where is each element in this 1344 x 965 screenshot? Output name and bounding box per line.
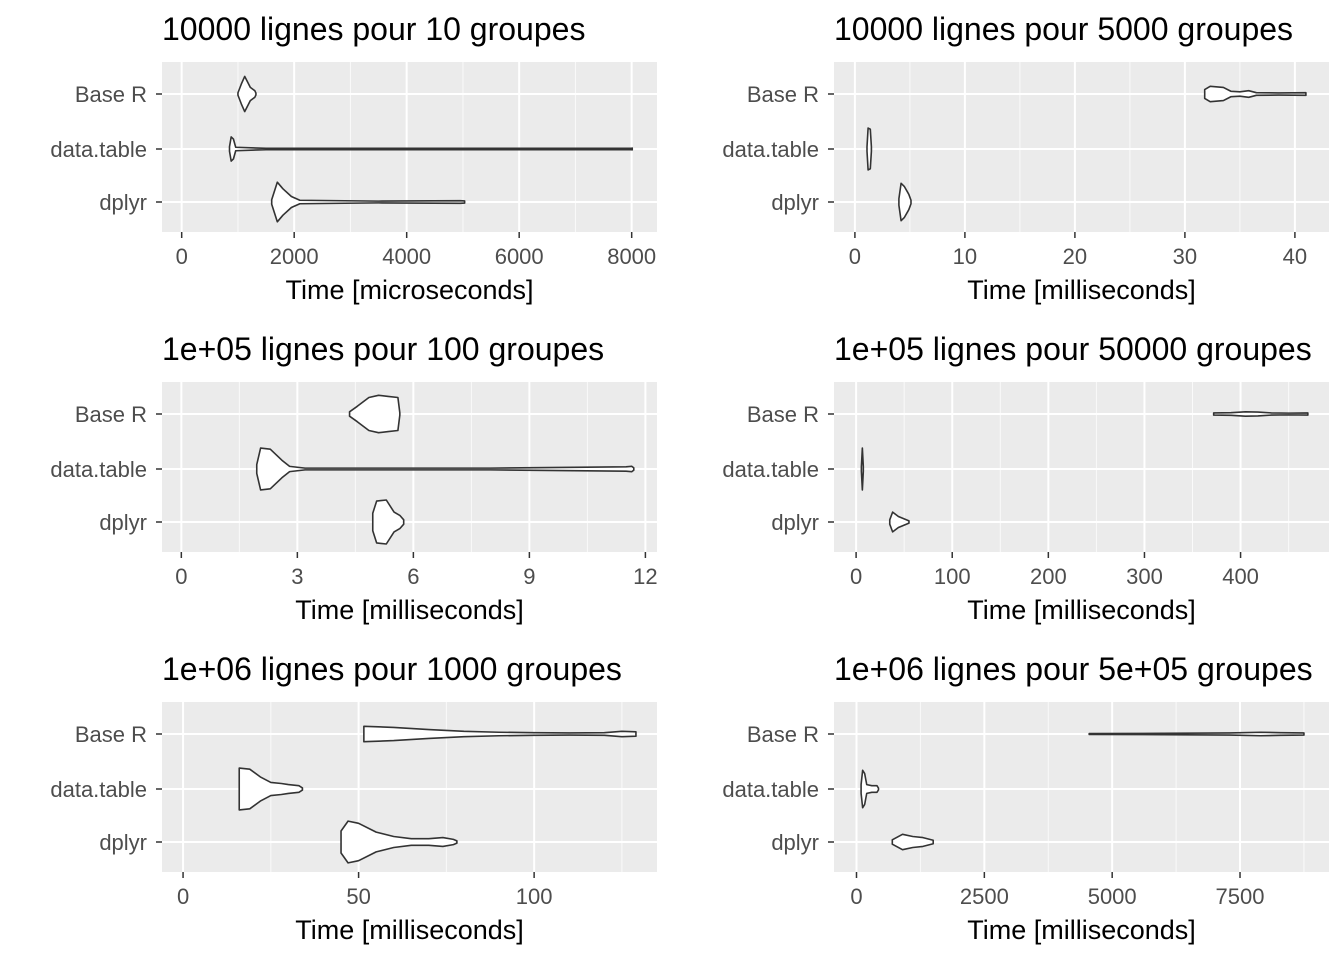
violin-data-table (860, 769, 880, 809)
chart-panel-2: 10000 lignes pour 5000 groupes Base R data… (722, 11, 1329, 305)
x-tick-label: 0 (850, 564, 862, 589)
x-tick-label: 300 (1126, 564, 1163, 589)
x-tick-label: 400 (1222, 564, 1259, 589)
y-tick-label: Base R (75, 722, 147, 747)
y-tick-label: Base R (75, 82, 147, 107)
chart-panel-6: 1e+06 lignes pour 5e+05 groupes Base R dat… (722, 651, 1329, 945)
x-tick-label: 100 (516, 884, 553, 909)
x-tick-label: 30 (1173, 244, 1197, 269)
x-tick-label: 2000 (270, 244, 319, 269)
x-tick-label: 9 (523, 564, 535, 589)
violin-dplyr (888, 511, 910, 533)
violin-data-table (238, 767, 304, 811)
y-tick-label: dplyr (771, 510, 819, 535)
y-tick-label: Base R (747, 82, 819, 107)
plot-panel (162, 702, 657, 872)
x-tick-label: 0 (850, 884, 862, 909)
plot-panel (834, 382, 1329, 552)
x-tick-label: 0 (849, 244, 861, 269)
violin-base-r (1203, 85, 1307, 103)
x-axis-title: Time [milliseconds] (295, 915, 524, 945)
violin-base-r (348, 394, 401, 434)
x-tick-label: 10 (953, 244, 977, 269)
violin-dplyr (270, 181, 466, 223)
x-tick-label: 200 (1030, 564, 1067, 589)
y-tick-label: data.table (50, 137, 147, 162)
x-axis-title: Time [milliseconds] (967, 275, 1196, 305)
y-tick-label: dplyr (99, 510, 147, 535)
x-tick-label: 0 (177, 884, 189, 909)
violin-dplyr (891, 833, 934, 851)
x-tick-label: 6000 (495, 244, 544, 269)
y-tick-label: data.table (50, 457, 147, 482)
violin-data-table (866, 127, 873, 171)
x-axis-title: Time [milliseconds] (295, 595, 524, 625)
x-tick-label: 6 (407, 564, 419, 589)
x-axis-title: Time [milliseconds] (967, 915, 1196, 945)
x-tick-label: 2500 (960, 884, 1009, 909)
chart-panel-3: 1e+05 lignes pour 100 groupes Base R data.… (50, 331, 657, 625)
violin-dplyr (898, 182, 912, 222)
y-tick-label: dplyr (99, 830, 147, 855)
x-tick-label: 5000 (1088, 884, 1137, 909)
x-tick-label: 20 (1063, 244, 1087, 269)
chart-title: 10000 lignes pour 5000 groupes (834, 11, 1293, 47)
violin-base-r (1212, 411, 1309, 417)
chart-panel-5: 1e+06 lignes pour 1000 groupes Base R data… (50, 651, 657, 945)
chart-title: 1e+06 lignes pour 1000 groupes (162, 651, 622, 687)
y-tick-label: data.table (722, 457, 819, 482)
chart-title: 1e+05 lignes pour 100 groupes (162, 331, 604, 367)
x-tick-label: 8000 (607, 244, 656, 269)
violin-data-table (228, 136, 634, 162)
chart-title: 10000 lignes pour 10 groupes (162, 11, 585, 47)
y-tick-label: Base R (747, 402, 819, 427)
x-tick-label: 12 (633, 564, 657, 589)
x-tick-label: 40 (1283, 244, 1307, 269)
x-tick-label: 3 (291, 564, 303, 589)
x-tick-label: 100 (934, 564, 971, 589)
y-tick-label: dplyr (771, 190, 819, 215)
y-tick-label: Base R (75, 402, 147, 427)
x-tick-label: 0 (175, 564, 187, 589)
violin-data-table (255, 447, 635, 491)
y-tick-label: data.table (722, 137, 819, 162)
y-tick-label: dplyr (771, 830, 819, 855)
x-axis-title: Time [milliseconds] (967, 595, 1196, 625)
x-tick-label: 50 (346, 884, 370, 909)
violin-base-r (237, 75, 257, 113)
violin-dplyr (371, 499, 405, 545)
y-tick-label: Base R (747, 722, 819, 747)
y-tick-label: dplyr (99, 190, 147, 215)
y-tick-label: data.table (50, 777, 147, 802)
chart-panel-4: 1e+05 lignes pour 50000 groupes Base R dat… (722, 331, 1329, 625)
violin-base-r (1088, 731, 1305, 737)
violin-data-table (860, 447, 865, 491)
chart-title: 1e+05 lignes pour 50000 groupes (834, 331, 1312, 367)
x-tick-label: 4000 (382, 244, 431, 269)
violin-dplyr (340, 820, 458, 864)
violin-base-r (363, 725, 637, 743)
y-tick-label: data.table (722, 777, 819, 802)
x-tick-label: 0 (176, 244, 188, 269)
chart-panel-1: 10000 lignes pour 10 groupes Base R data.t… (50, 11, 657, 305)
x-tick-label: 7500 (1216, 884, 1265, 909)
x-axis-title: Time [microseconds] (285, 275, 533, 305)
chart-title: 1e+06 lignes pour 5e+05 groupes (834, 651, 1313, 687)
